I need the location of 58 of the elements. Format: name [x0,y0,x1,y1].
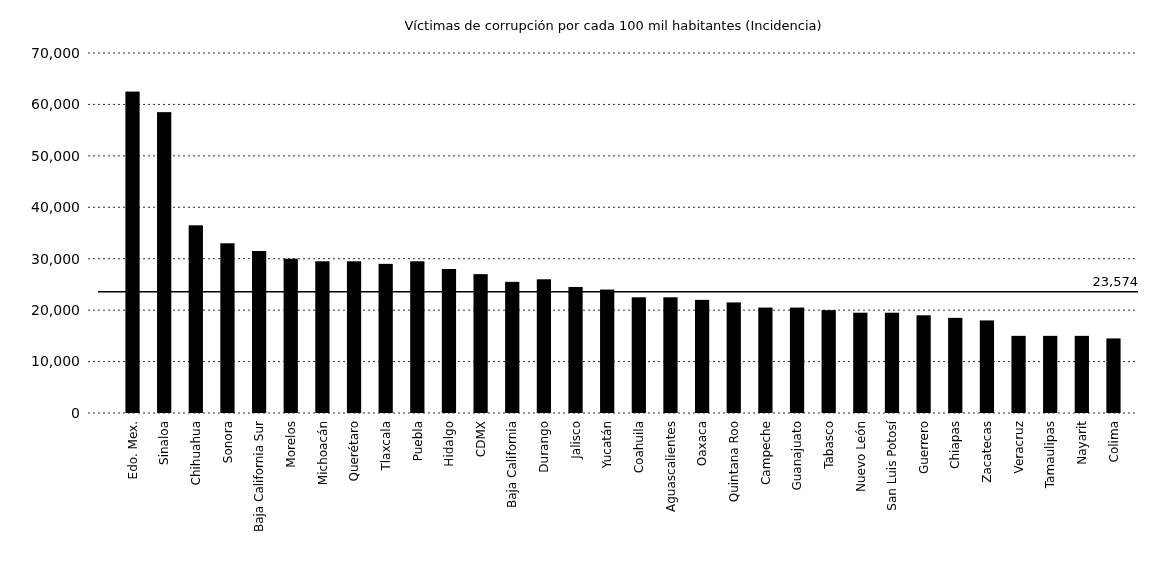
x-tick-label: Zacatecas [980,421,995,483]
x-tick-label: Sinaloa [157,421,172,465]
bar [916,315,931,413]
y-tick-label: 50,000 [31,147,80,164]
x-tick-label: Campeche [758,421,773,486]
bar [884,312,900,413]
y-tick-label: 0 [71,404,80,421]
x-tick-label: Sonora [220,421,235,464]
y-tick-label: 10,000 [31,353,80,370]
x-tick-label: Baja California [505,421,520,509]
bar [789,307,805,413]
bar [1043,335,1058,413]
bar [948,317,963,413]
y-tick-label: 70,000 [31,44,80,61]
x-tick-label: Durango [537,421,552,473]
bar [694,299,710,413]
x-tick-label: Jalisco [568,421,583,460]
x-tick-label: Puebla [410,421,425,462]
bar [979,320,995,413]
x-tick-label: Edo. Mex. [125,421,140,480]
chart-title: Víctimas de corrupción por cada 100 mil habitantes (Incidencia) [404,18,822,33]
x-tick-label: Tabasco [821,421,836,470]
y-tick-label: 30,000 [31,250,80,267]
x-tick-label: Guanajuato [790,421,805,491]
bar [1011,335,1026,413]
x-tick-label: Nayarit [1075,420,1090,465]
x-tick-label: Tamaulipas [1043,421,1058,490]
x-tick-label: Chiapas [948,421,963,469]
x-tick-label: Quintana Roo [726,421,741,503]
bar [1074,335,1089,413]
x-tick-label: CDMX [473,421,488,458]
x-tick-label: Colima [1106,421,1121,463]
x-tick-label: Chihuahua [189,421,204,486]
x-tick-label: Aguascalientes [663,421,678,512]
bar [726,302,741,413]
x-tick-label: Morelos [283,421,298,468]
x-tick-label: Veracruz [1011,421,1026,474]
bar [1106,338,1121,413]
x-tick-label: Michoacán [315,421,330,486]
x-tick-label: Querétaro [347,421,362,482]
x-tick-label: Nuevo León [853,421,868,493]
ref-line-label: 23,574 [1092,273,1138,289]
x-tick-label: Guerrero [916,421,931,475]
y-tick-label: 60,000 [31,96,80,113]
bar [758,307,773,413]
x-tick-label: Yucatán [600,421,615,470]
bar [853,312,868,413]
x-tick-label: Oaxaca [695,421,710,467]
bar [821,310,836,413]
y-tick-label: 40,000 [31,199,80,216]
x-tick-label: Coahuila [632,421,647,474]
x-tick-label: Baja California Sur [252,420,267,533]
x-tick-label: Hidalgo [442,421,457,467]
bar [663,297,678,413]
bar [631,297,646,413]
y-tick-label: 20,000 [31,302,80,319]
x-tick-label: San Luis Potosí [885,420,900,511]
x-tick-label: Tlaxcala [378,421,393,472]
